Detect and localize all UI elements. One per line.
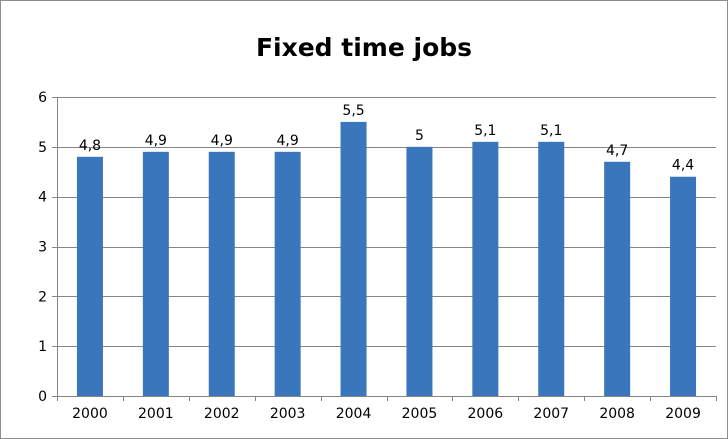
data-label: 5	[415, 128, 424, 144]
y-tick-label: 2	[38, 289, 47, 305]
data-label: 4,4	[672, 158, 694, 174]
x-tick-label: 2002	[204, 406, 240, 422]
bar	[76, 156, 103, 396]
data-label: 4,9	[145, 133, 167, 149]
data-label: 4,7	[606, 143, 628, 159]
data-label: 5,1	[540, 123, 562, 139]
data-label: 4,9	[277, 133, 299, 149]
y-tick-label: 4	[38, 190, 47, 206]
bar	[472, 141, 499, 396]
bar	[604, 161, 631, 396]
bar	[142, 151, 169, 396]
x-tick-label: 2000	[72, 406, 108, 422]
y-tick-label: 5	[38, 140, 47, 156]
data-label: 4,9	[211, 133, 233, 149]
x-tick-label: 2008	[599, 406, 635, 422]
bar	[406, 146, 433, 396]
x-tick-label: 2006	[468, 406, 504, 422]
data-label: 4,8	[79, 138, 101, 154]
chart-title: Fixed time jobs	[255, 33, 473, 62]
bar	[340, 121, 367, 397]
data-label: 5,1	[474, 123, 496, 139]
x-tick-label: 2003	[270, 406, 306, 422]
x-tick-label: 2007	[533, 406, 569, 422]
data-label: 5,5	[342, 103, 364, 119]
y-tick-label: 0	[38, 389, 47, 405]
x-tick-label: 2009	[665, 406, 701, 422]
bar	[670, 176, 697, 396]
y-tick-label: 1	[38, 339, 47, 355]
x-tick-label: 2001	[138, 406, 174, 422]
bar	[208, 151, 235, 396]
bar	[274, 151, 301, 396]
x-tick-label: 2004	[336, 406, 372, 422]
y-tick-label: 6	[38, 90, 47, 106]
bar	[538, 141, 565, 396]
y-tick-label: 3	[38, 240, 47, 256]
x-tick-label: 2005	[402, 406, 438, 422]
